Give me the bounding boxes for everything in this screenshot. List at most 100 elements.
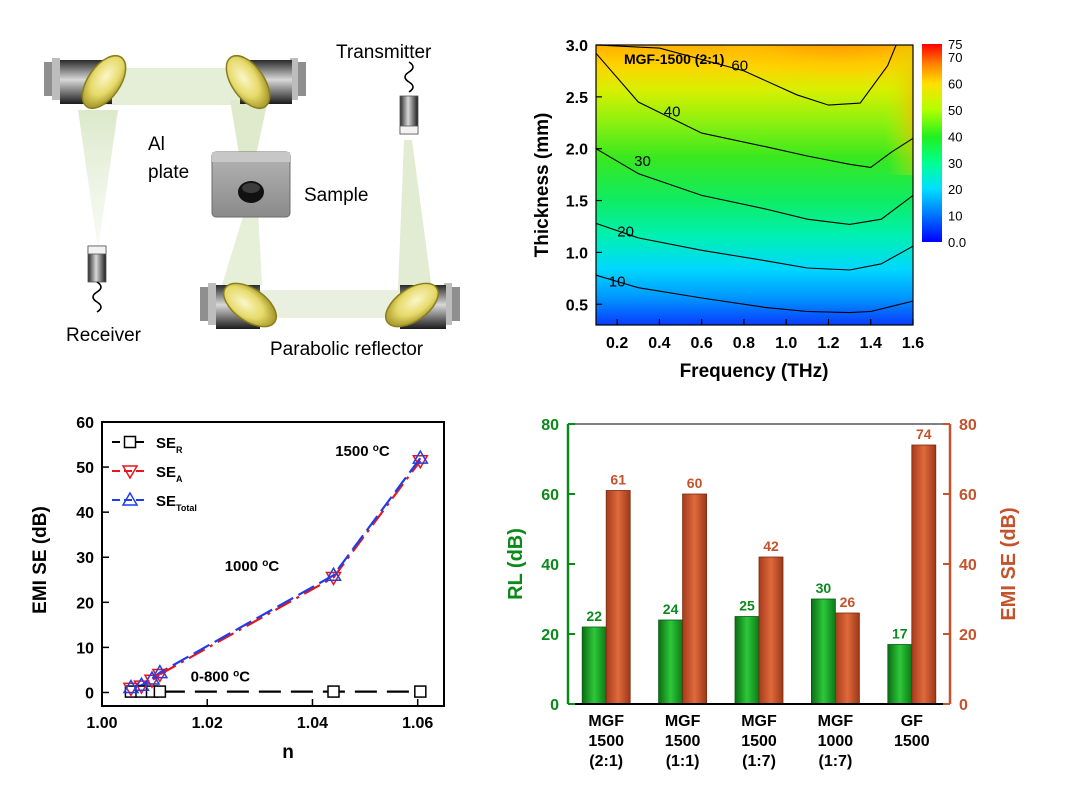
contour-line-40	[595, 52, 914, 168]
beam-to-receiver	[78, 110, 118, 250]
bar-chart-categories: MGF 1500 (2:1) MGF 1500 (1:1) MGF 1500 (1:7) MGF 1…	[588, 713, 929, 770]
bar-chart-right-tick-label: 60	[959, 487, 977, 504]
bar-category-label: 1500	[588, 733, 624, 750]
line-chart-x-tick-label: 1.02	[192, 715, 223, 732]
contour-line-20	[595, 222, 914, 271]
legend-label-SE_A: SEA	[156, 464, 183, 484]
annotation-degree: o	[262, 557, 268, 568]
beam-bottom	[250, 290, 410, 318]
colorbar-tick-label: 70	[948, 50, 962, 65]
bar-category-label: 1000	[818, 733, 854, 750]
line-chart-y-tick-label: 10	[76, 640, 94, 657]
contour-label-30: 30	[634, 153, 651, 170]
bar-category-label: 1500	[741, 733, 777, 750]
receiver-device	[87, 245, 107, 313]
bar-chart-right-tick-label: 0	[959, 697, 968, 714]
label-receiver: Receiver	[66, 325, 142, 346]
heatmap-y-tick-label: 3.0	[566, 38, 588, 55]
beam-to-sample	[230, 100, 268, 160]
bar-category-label: (1:1)	[666, 753, 700, 770]
legend-label-main: SE	[156, 493, 176, 510]
data-point-SE_R	[414, 685, 427, 698]
annotation-unit: C	[239, 669, 250, 686]
bar-chart-panel: 22 61 24 60 25 42 30 26 17 74 0 20 40 60 80 0 20 40 60 80…	[505, 417, 1020, 770]
bar-category-label: 1500	[894, 733, 930, 750]
contour-label-40: 40	[664, 103, 681, 120]
bar-rl-value-label: 17	[892, 626, 908, 642]
colorbar-tick-label: 30	[948, 156, 962, 171]
contour-line-60	[595, 44, 897, 106]
bar-chart-right-tick-label: 80	[959, 417, 977, 434]
bar-emi-se-value-label: 42	[763, 538, 779, 554]
annotation-value: 1000	[225, 558, 263, 575]
bar-chart-left-tick-label: 40	[541, 557, 559, 574]
bar-emi-se-value-label: 74	[916, 426, 932, 442]
reflector-top-right	[225, 55, 306, 109]
heatmap-title: MGF-1500 (2:1)	[624, 51, 724, 67]
bar-emi-se	[605, 490, 631, 705]
label-al-line1: Al	[148, 134, 165, 155]
legend-marker-SE_Total	[121, 491, 139, 506]
line-chart-x-label: n	[282, 742, 294, 763]
bar-category-label: (2:1)	[589, 753, 623, 770]
heatmap-x-tick-label: 0.6	[691, 335, 713, 352]
bar-chart-left-label: RL (dB)	[505, 528, 527, 600]
colorbar	[922, 44, 942, 242]
colorbar-tick-label: 10	[948, 209, 962, 224]
data-point-SE_Total	[151, 664, 169, 679]
heatmap-x-label: Frequency (THz)	[680, 361, 829, 382]
bar-chart-left-tick-label: 20	[541, 627, 559, 644]
line-chart-y-tick-label: 50	[76, 460, 94, 477]
heatmap-x-tick-label: 1.4	[860, 335, 882, 352]
line-chart-y-label: EMI SE (dB)	[30, 506, 51, 614]
bar-chart-left-tick-label: 80	[541, 417, 559, 434]
data-point-SE_A	[412, 455, 429, 470]
bar-rl	[581, 626, 607, 705]
bar-category-label: GF	[901, 713, 923, 730]
line-chart-x-tick-label: 1.04	[297, 715, 328, 732]
transmitter-device	[399, 61, 419, 135]
bar-rl	[887, 644, 913, 705]
bar-emi-se-value-label: 26	[840, 594, 856, 610]
sample-holder	[211, 151, 291, 218]
contour-label-20: 20	[617, 224, 634, 241]
heatmap-y-ticks: 0.5 1.0 1.5 2.0 2.5 3.0	[566, 38, 602, 314]
line-chart-x-tick-label: 1.06	[402, 715, 433, 732]
bar-emi-se-value-label: 61	[610, 472, 626, 488]
data-point-SE_R	[153, 685, 167, 698]
reflector-bottom-right	[385, 282, 460, 329]
line-chart-y-tick-label: 20	[76, 595, 94, 612]
bar-emi-se	[758, 556, 784, 705]
colorbar-tick-label: 60	[948, 77, 962, 92]
legend-label-sub: A	[176, 474, 183, 484]
bar-category-label: MGF	[665, 713, 701, 730]
line-chart-series	[122, 449, 429, 698]
line-chart-x-ticks: 1.00 1.02 1.04 1.06	[86, 699, 433, 732]
setup-diagram: Transmitter Al plate Sample Receiver Par…	[44, 42, 460, 360]
legend-label-sub: Total	[176, 503, 197, 513]
line-chart-y-tick-label: 30	[76, 550, 94, 567]
bar-chart-left-tick-label: 0	[550, 697, 559, 714]
label-sample: Sample	[304, 185, 368, 206]
heatmap-y-tick-label: 0.5	[566, 297, 588, 314]
legend-label-sub: R	[176, 445, 183, 455]
bar-rl	[811, 598, 836, 705]
bar-chart-bars: 22 61 24 60 25 42 30 26 17 74	[581, 426, 937, 705]
colorbar-tick-label: 0.0	[948, 235, 966, 250]
colorbar-tick-label: 50	[948, 103, 962, 118]
heatmap-y-tick-label: 1.0	[566, 245, 588, 262]
bar-category-label: MGF	[588, 713, 624, 730]
bar-chart-right-tick-label: 20	[959, 627, 977, 644]
bar-chart-right-ticks: 0 20 40 60 80	[943, 417, 977, 714]
bar-category-label: (1:7)	[742, 753, 776, 770]
heatmap-y-tick-label: 1.5	[566, 194, 588, 211]
bar-category-label: MGF	[741, 713, 777, 730]
bar-rl-value-label: 25	[739, 598, 755, 614]
data-point-SE_Total	[412, 449, 429, 464]
annotation-unit: C	[379, 443, 390, 460]
contour-label-10: 10	[609, 273, 626, 290]
bar-emi-se	[911, 444, 937, 705]
bar-chart-right-label: EMI SE (dB)	[998, 507, 1020, 620]
